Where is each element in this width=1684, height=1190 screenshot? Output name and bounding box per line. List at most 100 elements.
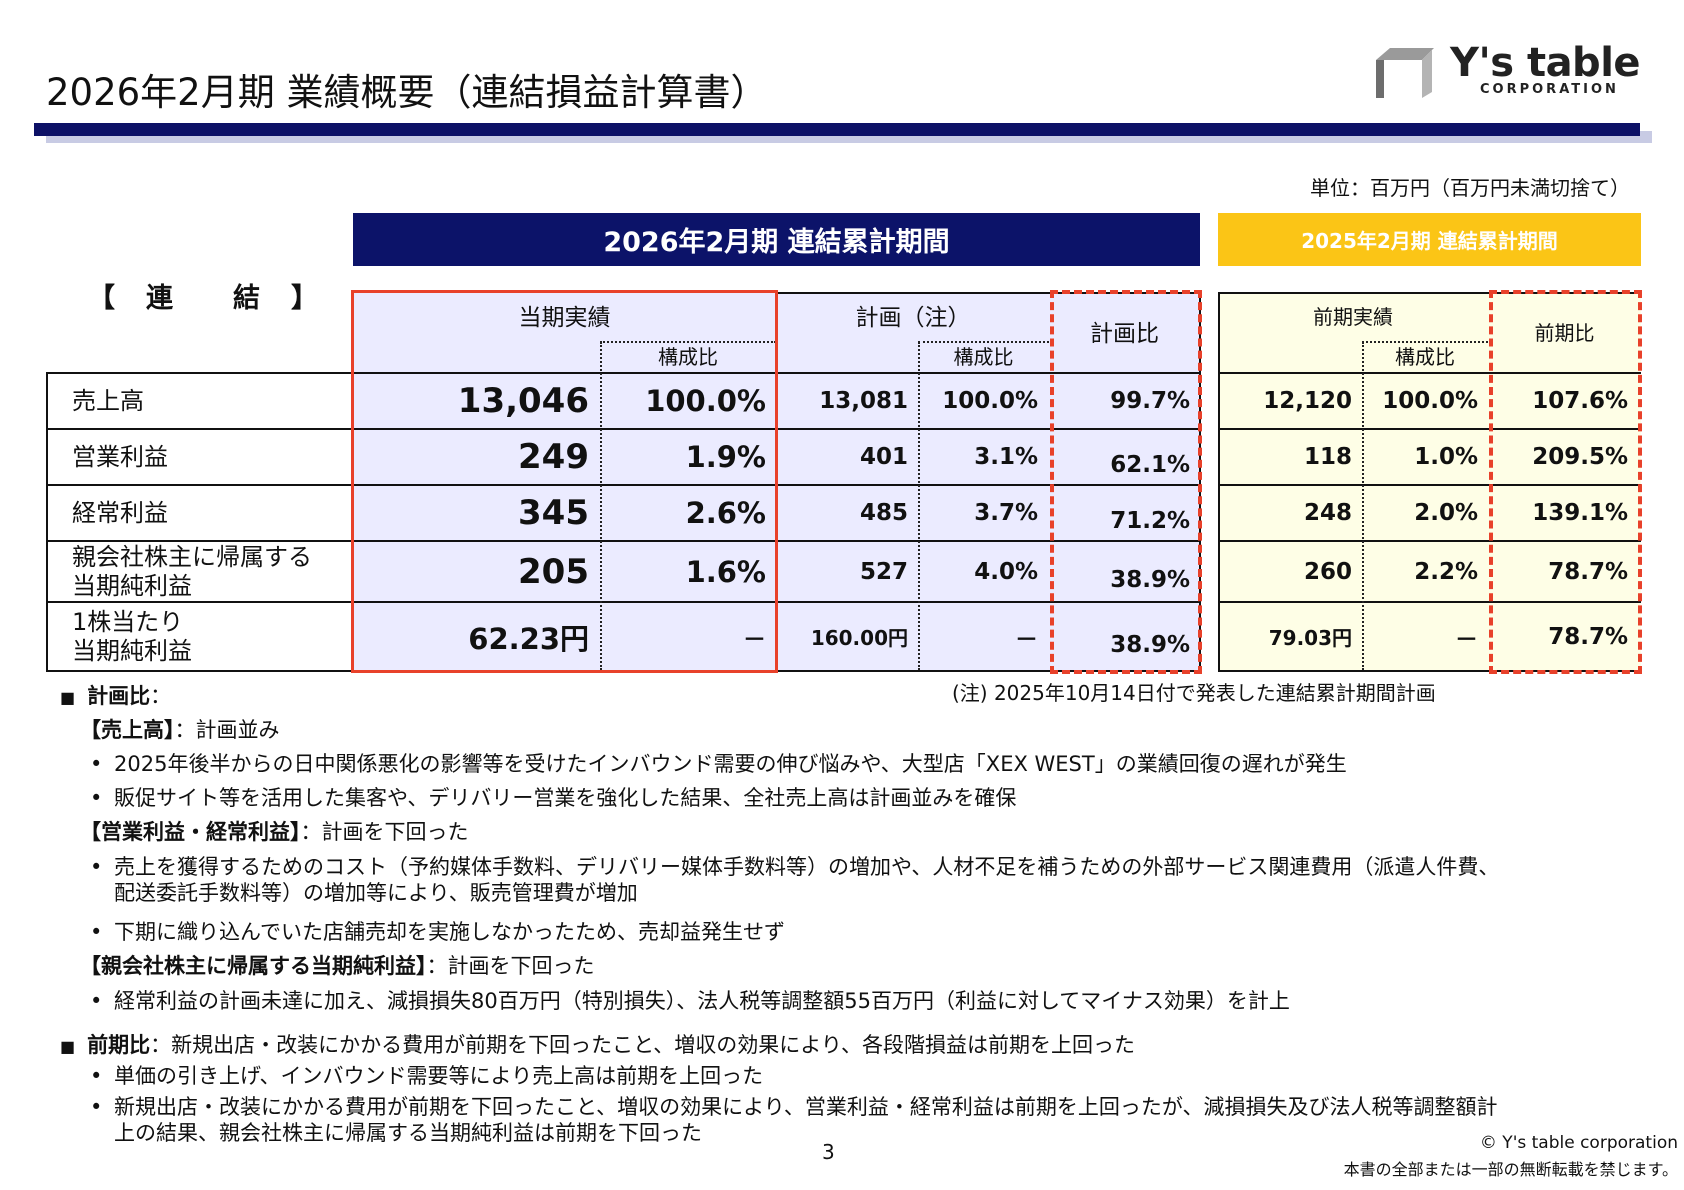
prev-operating-profit: 118 — [1303, 444, 1352, 470]
prev-net-profit: 260 — [1303, 558, 1352, 585]
bullet-dot-icon: • — [90, 752, 103, 776]
header-dotted-rule — [600, 341, 776, 343]
table-rule — [1218, 292, 1220, 672]
actual-eps-composition: － — [743, 626, 766, 653]
table-rule — [46, 372, 1200, 374]
row-label-ordinary-profit: 経常利益 — [72, 498, 168, 527]
net-note-heading: 【親会社株主に帰属する当期純利益】：計画を下回った — [80, 954, 595, 978]
actual-operating-composition: 1.9% — [685, 440, 766, 474]
actual-eps: 62.23円 — [468, 621, 589, 656]
prev-ratio-net: 78.7% — [1548, 558, 1628, 585]
plan-ratio-operating: 62.1% — [1110, 452, 1190, 478]
actual-net-composition: 1.6% — [685, 554, 766, 589]
plan-operating-composition: 3.1% — [974, 444, 1038, 470]
page-number: 3 — [822, 1140, 835, 1164]
plan-operating-profit: 401 — [859, 444, 908, 470]
plan-eps-composition: － — [1015, 626, 1038, 653]
plan-eps: 160.00円 — [810, 626, 908, 650]
prev-eps-composition: － — [1455, 626, 1478, 653]
actual-sales: 13,046 — [457, 381, 589, 421]
copyright: © Y's table corporation — [1479, 1133, 1678, 1153]
bullet-dot-icon: • — [90, 989, 103, 1013]
table-rule — [1218, 484, 1641, 486]
sales-note-heading: 【売上高】：計画並み — [80, 718, 280, 742]
header-previous-actual: 前期実績 — [1313, 304, 1393, 329]
column-dotted-rule — [1362, 342, 1364, 670]
page-title: 2026年2月期 業績概要（連結損益計算書） — [46, 71, 768, 114]
column-dotted-rule — [918, 342, 920, 670]
row-label-eps: 1株当たり 当期純利益 — [72, 608, 192, 665]
prev-ordinary-composition: 2.0% — [1414, 500, 1478, 526]
table-rule — [1218, 372, 1641, 374]
table-rule — [1218, 540, 1641, 542]
actual-operating-profit: 249 — [518, 437, 589, 477]
header-actual-composition: 構成比 — [658, 344, 718, 369]
row-label-operating-profit: 営業利益 — [72, 442, 168, 471]
table-rule — [1218, 428, 1641, 430]
table-rule — [46, 484, 1200, 486]
plan-ratio-net: 38.9% — [1110, 566, 1190, 593]
row-label-net-profit: 親会社株主に帰属する 当期純利益 — [72, 543, 312, 600]
plan-ordinary-composition: 3.7% — [974, 500, 1038, 526]
row-label-sales: 売上高 — [72, 386, 144, 415]
plan-ratio-ordinary: 71.2% — [1110, 508, 1190, 534]
op-bullet-1: • 売上を獲得するためのコスト（予約媒体手数料、デリバリー媒体手数料等）の増加や、… — [90, 855, 1500, 906]
header-previous-ratio: 前期比 — [1534, 320, 1595, 345]
table-rule — [1218, 670, 1641, 672]
bullet-dot-icon: • — [90, 855, 103, 879]
sales-bullet-1: • 2025年後半からの日中関係悪化の影響等を受けたインバウンド需要の伸び悩みや、… — [90, 752, 1347, 776]
prev-bullet-1: • 単価の引き上げ、インバウンド需要等により売上高は前期を上回った — [90, 1064, 764, 1088]
table-rule — [1218, 292, 1641, 294]
actual-net-profit: 205 — [518, 551, 589, 592]
bullet-dot-icon: • — [90, 920, 103, 944]
bullet-dot-icon: • — [90, 786, 103, 810]
disclaimer: 本書の全部または一部の無断転載を禁じます。 — [1343, 1160, 1678, 1179]
title-rule — [34, 123, 1640, 136]
plan-ratio-sales: 99.7% — [1110, 388, 1190, 414]
table-rule — [46, 601, 1200, 603]
plan-net-composition: 4.0% — [974, 558, 1038, 585]
plan-sales-composition: 100.0% — [942, 388, 1038, 414]
sales-bullet-2: • 販促サイト等を活用した集客や、デリバリー営業を強化した結果、全社売上高は計画並… — [90, 786, 1017, 810]
column-dotted-rule — [600, 342, 602, 670]
section-label: 【 連 結 】 — [88, 283, 320, 314]
actual-sales-composition: 100.0% — [645, 384, 766, 418]
prev-ratio-operating: 209.5% — [1532, 444, 1628, 470]
header-dotted-rule — [1362, 341, 1488, 343]
prev-ratio-eps: 78.7% — [1548, 623, 1628, 650]
prev-ratio-heading: ■ 前期比：新規出店・改装にかかる費用が前期を下回ったこと、増収の効果により、各段… — [60, 1033, 1136, 1057]
table-rule — [46, 428, 1200, 430]
op-bullet-2: • 下期に織り込んでいた店舗売却を実施しなかったため、売却益発生せず — [90, 920, 785, 944]
plan-ratio-eps: 38.9% — [1110, 631, 1190, 658]
actual-ordinary-profit: 345 — [518, 493, 589, 533]
op-note-heading: 【営業利益・経常利益】：計画を下回った — [80, 820, 469, 844]
table-rule — [777, 292, 1200, 294]
company-logo: Y's table CORPORATION — [1376, 40, 1641, 102]
plan-net-profit: 527 — [859, 558, 908, 585]
plan-ratio-highlight-box — [1050, 290, 1202, 674]
header-plan: 計画（注） — [855, 305, 971, 331]
banner-previous-period: 2025年2月期 連結累計期間 — [1218, 213, 1641, 266]
net-bullet: • 経常利益の計画未達に加え、減損損失80百万円（特別損失）、法人税等調整額55百… — [90, 989, 1290, 1013]
header-actual: 当期実績 — [518, 305, 611, 331]
prev-operating-composition: 1.0% — [1414, 444, 1478, 470]
prev-sales: 12,120 — [1263, 388, 1352, 414]
prev-bullet-2: • 新規出店・改装にかかる費用が前期を下回ったこと、増収の効果により、営業利益・経… — [90, 1095, 1498, 1146]
header-dotted-rule — [918, 341, 1049, 343]
header-plan-ratio: 計画比 — [1090, 321, 1159, 347]
logo-mark-icon — [1376, 48, 1434, 98]
actual-ordinary-composition: 2.6% — [685, 496, 766, 530]
prev-ratio-ordinary: 139.1% — [1532, 500, 1628, 526]
plan-footnote: (注) 2025年10月14日付で発表した連結累計期間計画 — [952, 681, 1436, 705]
prev-eps: 79.03円 — [1268, 626, 1352, 650]
actual-highlight-box — [351, 290, 778, 673]
header-previous-composition: 構成比 — [1395, 344, 1455, 369]
bullet-square-icon: ■ — [60, 1037, 76, 1056]
header-plan-composition: 構成比 — [953, 344, 1014, 369]
prev-ordinary-profit: 248 — [1303, 500, 1352, 526]
bullet-square-icon: ■ — [60, 688, 76, 707]
plan-ordinary-profit: 485 — [859, 500, 908, 526]
table-rule — [46, 372, 48, 672]
plan-sales: 13,081 — [819, 388, 908, 414]
logo-sub: CORPORATION — [1480, 82, 1619, 97]
